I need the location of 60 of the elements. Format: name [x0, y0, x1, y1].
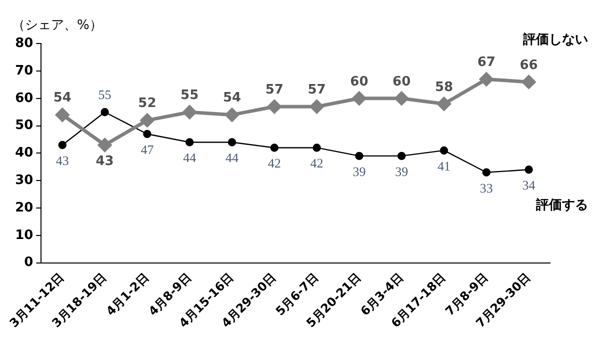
point — [100, 108, 109, 116]
data-label: 54 — [53, 90, 72, 106]
y-tick-label: 50 — [15, 118, 34, 134]
point — [480, 72, 494, 86]
data-label: 34 — [522, 178, 536, 193]
point — [143, 130, 152, 138]
data-label: 41 — [438, 158, 450, 174]
data-label: 42 — [310, 156, 324, 171]
point — [58, 140, 66, 150]
point — [524, 166, 533, 174]
point — [56, 108, 70, 122]
point — [98, 138, 112, 152]
point — [228, 138, 236, 146]
point — [398, 152, 406, 160]
data-label: 44 — [225, 150, 239, 166]
point — [185, 138, 194, 146]
point — [310, 100, 324, 114]
point — [482, 168, 490, 176]
data-label: 55 — [180, 88, 199, 103]
data-label: 43 — [56, 152, 69, 168]
point — [182, 105, 196, 119]
data-label: 67 — [477, 55, 496, 70]
data-label: 57 — [265, 82, 284, 98]
data-label: 44 — [183, 150, 197, 166]
data-label: 57 — [308, 82, 326, 98]
data-label: 55 — [98, 87, 112, 102]
point — [268, 100, 282, 114]
data-label: 33 — [480, 180, 493, 196]
y-tick-label: 80 — [15, 36, 34, 51]
y-tick-label: 70 — [15, 63, 34, 78]
point — [355, 152, 364, 160]
data-label: 47 — [140, 142, 154, 157]
data-label: 43 — [96, 154, 114, 169]
data-label: 58 — [434, 80, 454, 95]
point — [270, 144, 278, 152]
point — [437, 97, 451, 111]
y-tick-label: 30 — [15, 172, 34, 188]
y-tick-label: 0 — [24, 255, 34, 270]
data-label: 52 — [138, 96, 156, 112]
data-label: 54 — [222, 90, 242, 106]
point — [140, 114, 154, 128]
data-label: 42 — [268, 156, 281, 171]
y-tick-label: 40 — [15, 146, 34, 161]
data-label: 66 — [520, 58, 538, 73]
y-tick-label: 10 — [15, 228, 34, 243]
y-tick-label: 60 — [15, 90, 34, 106]
point — [440, 146, 448, 155]
data-label: 60 — [392, 74, 411, 90]
text: 評価しない — [522, 31, 588, 48]
data-label: 60 — [350, 74, 368, 90]
point — [312, 144, 321, 152]
point — [352, 92, 366, 106]
data-label: 39 — [352, 164, 366, 179]
y-axis-title: （シェア、%） — [12, 18, 102, 34]
point — [225, 108, 239, 122]
y-tick-label: 20 — [15, 200, 34, 216]
point — [522, 75, 536, 89]
series-label: 評価する — [535, 197, 588, 214]
point — [394, 92, 408, 106]
data-label: 39 — [395, 164, 408, 179]
